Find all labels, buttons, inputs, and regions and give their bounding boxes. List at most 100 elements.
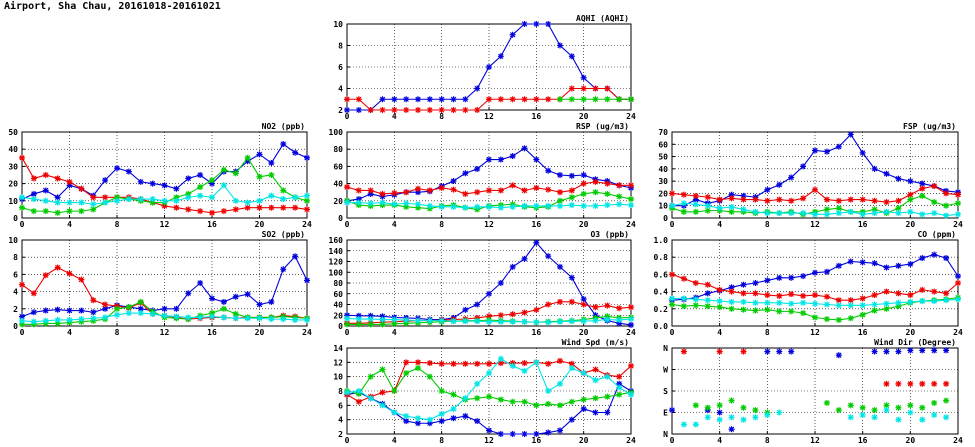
data-point-green [450,391,457,398]
data-point-cyan [90,201,97,208]
data-point-cyan [379,199,386,206]
data-point-green [692,302,699,309]
data-point-blue [509,431,516,437]
x-tick-label: 20 [579,220,589,229]
x-tick-label: 16 [207,220,217,229]
data-point-red [847,297,854,304]
y-tick-label: 2 [338,106,343,115]
data-point-blue [185,290,192,297]
data-point-blue [509,153,516,160]
data-point-red [883,380,890,387]
data-point-blue [557,263,563,270]
data-point-red [628,304,634,311]
data-point-blue [486,156,492,163]
data-point-blue [78,307,85,314]
data-point-red [557,357,563,364]
x-tick-label: 20 [906,328,916,337]
data-point-blue [292,149,299,156]
data-point-green [740,306,747,313]
data-point-blue [304,277,310,284]
data-point-cyan [943,414,950,421]
data-point-red [943,190,950,197]
data-point-red [716,196,723,203]
data-point-green [521,398,528,405]
data-point-cyan [42,317,49,324]
data-point-cyan [545,319,552,326]
data-point-cyan [692,296,699,303]
data-point-cyan [268,316,275,323]
data-point-cyan [486,318,492,325]
data-point-red [232,206,239,213]
data-point-cyan [800,299,807,306]
data-point-blue [669,407,675,414]
data-point-cyan [568,365,575,372]
data-point-blue [764,348,771,355]
data-point-green [680,208,687,215]
y-tick-label: E [663,409,668,418]
x-tick-label: 12 [484,328,494,337]
data-point-cyan [580,318,587,325]
data-point-cyan [185,194,192,201]
x-tick-label: 16 [858,220,868,229]
data-point-blue [592,409,599,416]
data-point-cyan [943,297,950,304]
data-point-blue [232,293,239,300]
data-point-blue [812,269,818,276]
data-point-cyan [568,318,575,325]
data-point-red [474,360,481,367]
data-point-blue [557,172,563,178]
data-point-blue [292,253,299,260]
data-point-green [931,399,938,406]
data-point-red [728,195,735,202]
data-point-cyan [462,395,469,402]
x-tick-label: 0 [670,328,675,337]
data-point-cyan [776,409,783,416]
data-point-cyan [415,317,421,324]
data-point-blue [256,301,263,308]
data-point-red [54,175,61,182]
data-point-green [592,189,599,196]
data-point-green [931,199,938,206]
data-point-cyan [149,310,156,317]
y-tick-label: 10 [8,197,18,206]
data-point-blue [776,274,783,281]
data-point-blue [859,149,866,156]
data-point-cyan [616,201,623,208]
data-point-green [438,388,445,394]
data-point-red [592,366,599,373]
x-tick-label: 4 [67,328,72,337]
y-tick-label: 4 [338,85,343,94]
data-point-blue [403,418,410,425]
data-point-blue [497,53,504,60]
y-tick-label: 10 [658,202,668,211]
data-point-red [367,107,374,113]
data-point-blue [102,177,109,184]
data-point-blue [521,145,528,152]
data-point-green [545,400,552,407]
data-point-blue [883,264,890,271]
data-point-green [728,397,735,404]
data-point-red [943,380,950,387]
data-point-blue [883,348,890,355]
x-tick-label: 16 [532,436,542,445]
x-tick-label: 24 [302,328,312,337]
data-point-red [955,191,961,198]
data-point-cyan [232,315,239,322]
data-point-green [30,208,37,215]
data-point-red [66,178,73,185]
data-point-red [568,187,575,194]
data-point-red [173,204,180,211]
data-point-red [30,175,37,182]
data-point-red [907,380,914,387]
data-point-cyan [114,311,120,318]
data-point-red [66,270,73,277]
data-point-green [42,208,49,215]
x-tick-label: 20 [579,436,589,445]
data-point-cyan [871,210,878,217]
data-point-red [78,185,85,192]
data-point-cyan [604,316,611,323]
data-point-green [232,170,239,177]
data-point-red [728,288,735,295]
data-point-blue [871,165,878,172]
data-point-cyan [125,310,132,317]
